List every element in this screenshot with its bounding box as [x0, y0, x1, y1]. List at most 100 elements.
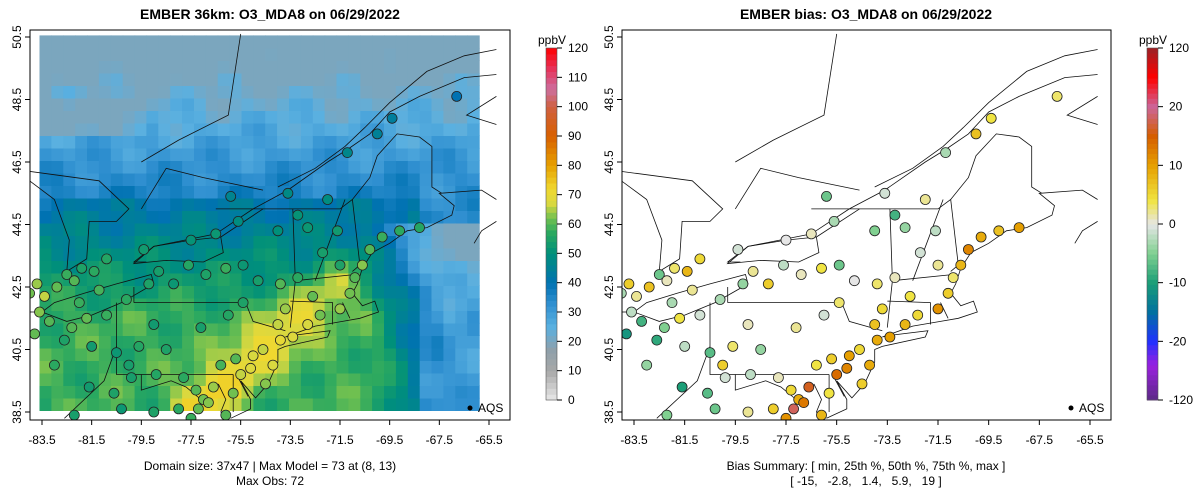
model-cell	[98, 385, 112, 399]
model-cell	[265, 285, 278, 299]
model-cell	[110, 247, 124, 261]
state-border	[912, 199, 944, 281]
model-cell	[395, 297, 409, 311]
model-cell	[324, 135, 338, 149]
colorbar-segment	[546, 288, 557, 295]
model-cell	[360, 335, 373, 349]
colorbar-segment	[1147, 193, 1158, 200]
model-cell	[324, 60, 338, 74]
model-cell	[395, 335, 409, 349]
model-cell	[372, 372, 385, 386]
model-cell	[87, 235, 100, 249]
colorbar-segment	[1147, 183, 1158, 190]
model-cell	[51, 72, 64, 86]
station-point	[876, 303, 888, 315]
station-point	[879, 187, 891, 199]
model-cell	[360, 272, 373, 286]
model-cell	[431, 272, 444, 286]
model-cell	[395, 247, 409, 261]
model-cell	[51, 110, 64, 124]
model-cell	[98, 85, 112, 99]
model-cell	[407, 147, 421, 161]
model-cell	[395, 235, 409, 249]
model-cell	[98, 335, 112, 349]
model-cell	[110, 235, 124, 249]
station-point	[150, 369, 162, 380]
model-cell	[205, 72, 219, 86]
station-point	[795, 269, 807, 280]
model-cell	[205, 147, 219, 161]
model-cell	[241, 172, 254, 186]
model-cell	[372, 385, 385, 399]
model-cell	[467, 347, 480, 361]
model-cell	[443, 385, 456, 399]
model-cell	[300, 85, 314, 99]
station-point	[143, 278, 155, 290]
model-cell	[63, 85, 76, 99]
colorbar-segment	[1147, 239, 1158, 245]
model-cell	[312, 297, 326, 311]
lake-ontario	[132, 236, 224, 265]
model-cell	[419, 97, 433, 111]
model-cell	[265, 185, 278, 199]
model-cell	[300, 147, 314, 161]
model-cell	[122, 385, 136, 399]
model-cell	[241, 47, 254, 61]
model-cell	[253, 260, 266, 274]
model-cell	[110, 210, 124, 224]
model-cell	[158, 85, 171, 99]
model-cell	[467, 172, 480, 186]
y-tick-label: 38.5	[602, 400, 616, 424]
model-cell	[265, 347, 278, 361]
colorbar-segment	[546, 241, 557, 248]
model-cell	[158, 110, 171, 124]
model-cell	[182, 47, 195, 61]
station-point	[207, 381, 219, 393]
station-point	[322, 194, 334, 205]
model-cell	[324, 335, 338, 349]
colorbar-segment	[546, 300, 557, 307]
station-point	[237, 297, 249, 309]
model-cell	[241, 222, 254, 236]
model-cell	[98, 272, 112, 286]
station-point	[762, 278, 774, 290]
model-cell	[312, 122, 326, 136]
model-cell	[253, 97, 266, 111]
model-cell	[134, 360, 148, 374]
model-cell	[39, 97, 52, 111]
colorbar-segment	[1147, 198, 1158, 205]
model-cell	[467, 160, 480, 174]
model-cell	[253, 60, 266, 74]
model-cell	[253, 285, 266, 299]
station-point	[292, 209, 304, 221]
model-cell	[63, 172, 76, 186]
model-cell	[336, 247, 349, 261]
station-point	[940, 147, 951, 159]
model-cell	[158, 360, 171, 374]
model-cell	[395, 397, 409, 411]
model-cell	[348, 397, 361, 411]
model-cell	[324, 210, 338, 224]
model-cell	[194, 360, 207, 374]
model-cell	[431, 197, 444, 211]
coastline-nova-scotia	[1074, 221, 1098, 244]
model-cell	[134, 60, 148, 74]
model-cell	[455, 60, 468, 74]
model-cell	[348, 135, 361, 149]
model-cell	[182, 35, 195, 49]
colorbar-segment	[546, 141, 557, 149]
model-cell	[134, 172, 148, 186]
model-cell	[241, 60, 254, 74]
model-cell	[360, 397, 373, 411]
model-cell	[277, 35, 290, 49]
model-cell	[431, 185, 444, 199]
model-cell	[110, 335, 124, 349]
model-cell	[384, 397, 397, 411]
station-point	[816, 262, 827, 274]
state-border	[892, 274, 954, 282]
model-cell	[146, 97, 159, 111]
model-cell	[146, 235, 159, 249]
model-cell	[467, 97, 480, 111]
model-cell	[455, 47, 468, 61]
model-cell	[467, 122, 480, 136]
